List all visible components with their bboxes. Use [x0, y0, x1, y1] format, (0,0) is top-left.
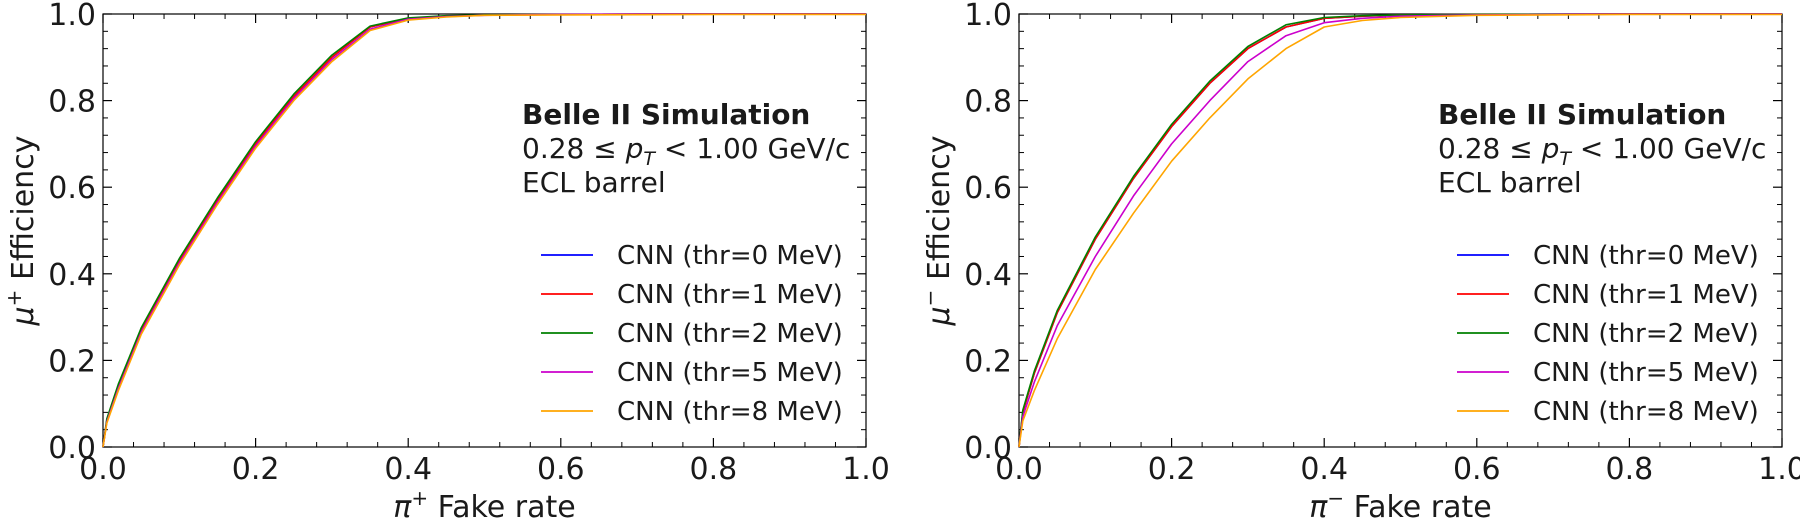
legend-label: CNN (thr=5 MeV) — [1533, 358, 1759, 388]
legend-label: CNN (thr=1 MeV) — [617, 280, 843, 310]
pt-range-high: < 1.00 GeV/c — [655, 132, 850, 165]
x-tick-label: 0.8 — [690, 452, 738, 487]
series-line-cnn-thr-5-mev — [1018, 13, 1782, 448]
pt-subscript: T — [643, 148, 656, 170]
series-line-cnn-thr-8-mev — [1018, 13, 1782, 448]
annotation-title: Belle II Simulation — [1438, 98, 1726, 131]
pt-range-low: 0.28 — [1438, 132, 1500, 165]
pt-subscript: T — [1559, 148, 1572, 170]
annotation-region: ECL barrel — [1438, 166, 1582, 199]
x-axis-title: π+ Fake rate — [393, 486, 575, 525]
y-axis-charge: + — [2, 290, 26, 307]
x-tick-label: 0.6 — [537, 452, 585, 487]
x-tick-label: 0.2 — [1148, 452, 1196, 487]
y-axis-symbol: μ — [6, 306, 41, 326]
legend-label: CNN (thr=8 MeV) — [617, 397, 843, 427]
legend-label: CNN (thr=2 MeV) — [1533, 319, 1759, 349]
x-tick-label: 1.0 — [1758, 452, 1800, 487]
legend-label: CNN (thr=8 MeV) — [1533, 397, 1759, 427]
y-tick-label: 0.4 — [964, 258, 1012, 293]
x-tick-label: 0.2 — [232, 452, 280, 487]
x-tick-label: 0.0 — [79, 452, 127, 487]
x-tick-label: 0.8 — [1606, 452, 1654, 487]
x-axis-charge: + — [411, 486, 428, 510]
y-axis-symbol: μ — [922, 306, 957, 326]
y-tick-label: 0.2 — [48, 344, 96, 379]
plot-frame — [102, 13, 867, 448]
x-axis-charge: − — [1327, 486, 1344, 510]
y-tick-label: 1.0 — [48, 0, 96, 33]
plot-frame — [1018, 13, 1783, 448]
legend-label: CNN (thr=1 MeV) — [1533, 280, 1759, 310]
y-tick-label: 0.0 — [964, 431, 1012, 466]
legend-label: CNN (thr=0 MeV) — [1533, 241, 1759, 271]
y-tick-label: 0.8 — [48, 85, 96, 120]
y-tick-label: 0.0 — [48, 431, 96, 466]
annotation-title: Belle II Simulation — [522, 98, 810, 131]
y-axis-title: μ− Efficiency — [918, 136, 957, 327]
x-axis-symbol: π — [1309, 490, 1328, 525]
y-tick-label: 0.4 — [48, 258, 96, 293]
pt-variable: p — [625, 132, 644, 165]
y-tick-label: 1.0 — [964, 0, 1012, 33]
pt-range-low: 0.28 — [522, 132, 584, 165]
pt-range-relation: ≤ — [584, 132, 625, 165]
legend-label: CNN (thr=2 MeV) — [617, 319, 843, 349]
pt-variable: p — [1541, 132, 1560, 165]
y-tick-label: 0.8 — [964, 85, 1012, 120]
y-axis-charge: − — [918, 290, 942, 307]
annotation-pt-range: 0.28 ≤ pT < 1.00 GeV/c — [1438, 132, 1766, 170]
x-tick-label: 0.0 — [995, 452, 1043, 487]
x-tick-label: 0.6 — [1453, 452, 1501, 487]
x-axis-symbol: π — [393, 490, 412, 525]
y-tick-label: 0.6 — [964, 171, 1012, 206]
x-axis-title: π− Fake rate — [1309, 486, 1491, 525]
right-panel: 0.0 0.2 0.4 0.6 0.8 1.00.00.20.40.60.81.0π− F… — [918, 0, 1800, 525]
x-tick-label: 0.4 — [1300, 452, 1348, 487]
annotation-pt-range: 0.28 ≤ pT < 1.00 GeV/c — [522, 132, 850, 170]
annotation-region: ECL barrel — [522, 166, 666, 199]
x-axis-text: Fake rate — [428, 490, 576, 525]
y-axis-text: Efficiency — [6, 136, 41, 290]
y-tick-label: 0.2 — [964, 344, 1012, 379]
pt-range-relation: ≤ — [1500, 132, 1541, 165]
pt-range-high: < 1.00 GeV/c — [1571, 132, 1766, 165]
legend-label: CNN (thr=5 MeV) — [617, 358, 843, 388]
y-axis-title: μ+ Efficiency — [2, 136, 41, 327]
y-axis-text: Efficiency — [922, 136, 957, 290]
series-line-cnn-thr-2-mev — [1018, 13, 1782, 448]
series-line-cnn-thr-8-mev — [102, 13, 866, 448]
x-tick-label: 1.0 — [842, 452, 890, 487]
y-tick-label: 0.6 — [48, 171, 96, 206]
x-axis-text: Fake rate — [1344, 490, 1492, 525]
x-tick-label: 0.4 — [384, 452, 432, 487]
legend-label: CNN (thr=0 MeV) — [617, 241, 843, 271]
left-panel: 0.0 0.2 0.4 0.6 0.8 1.00.00.20.40.60.81.0π+ F… — [2, 0, 890, 525]
